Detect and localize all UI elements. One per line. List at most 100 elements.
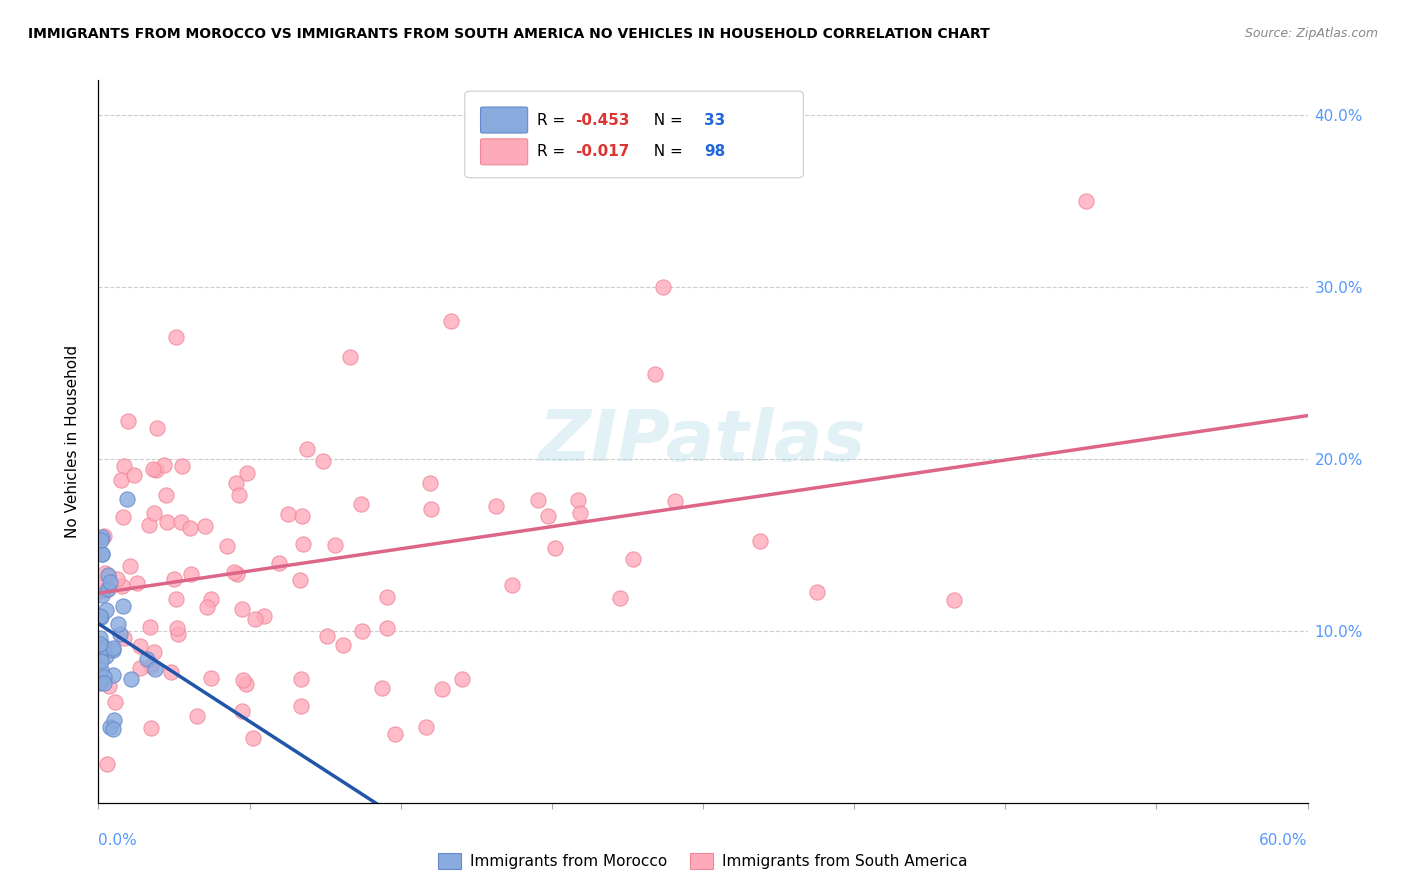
Point <box>110 473 132 487</box>
Point <box>89 637 111 651</box>
Text: IMMIGRANTS FROM MOROCCO VS IMMIGRANTS FROM SOUTH AMERICA NO VEHICLES IN HOUSEHOL: IMMIGRANTS FROM MOROCCO VS IMMIGRANTS FR… <box>28 27 990 41</box>
Text: 60.0%: 60.0% <box>1260 833 1308 848</box>
Point <box>194 519 217 533</box>
Text: 33: 33 <box>704 112 725 128</box>
Point <box>90 533 112 548</box>
Point <box>94 566 117 581</box>
Point <box>942 593 965 607</box>
Point <box>290 698 312 713</box>
Point <box>112 458 135 473</box>
Point <box>98 575 121 590</box>
Text: -0.453: -0.453 <box>575 112 630 128</box>
Point <box>146 421 169 435</box>
Point <box>332 639 354 653</box>
Point <box>139 620 162 634</box>
Point <box>166 627 188 641</box>
Point <box>350 624 373 638</box>
Point <box>107 617 129 632</box>
Point <box>419 476 441 491</box>
Point <box>651 279 673 293</box>
Point <box>103 723 125 737</box>
Point <box>163 572 186 586</box>
Text: R =: R = <box>537 145 571 160</box>
Point <box>291 537 314 551</box>
Point <box>451 672 474 686</box>
Text: -0.017: -0.017 <box>575 145 630 160</box>
Point <box>339 350 361 364</box>
Point <box>200 591 222 606</box>
Point <box>125 575 148 590</box>
Point <box>180 566 202 581</box>
Point <box>291 509 314 524</box>
Point <box>94 582 117 597</box>
Point <box>145 463 167 477</box>
Point <box>644 367 666 381</box>
Point <box>112 599 135 613</box>
Text: Source: ZipAtlas.com: Source: ZipAtlas.com <box>1244 27 1378 40</box>
Point <box>129 661 152 675</box>
Point <box>143 506 166 520</box>
Point <box>537 508 560 523</box>
Point <box>111 509 134 524</box>
Point <box>664 494 686 508</box>
Point <box>567 492 589 507</box>
Point <box>415 720 437 734</box>
Point <box>101 641 124 656</box>
Text: ZIPatlas: ZIPatlas <box>540 407 866 476</box>
Point <box>748 534 770 549</box>
Point <box>108 627 131 641</box>
Point <box>120 672 142 686</box>
Point <box>179 521 201 535</box>
Point <box>440 314 463 328</box>
Point <box>89 676 111 690</box>
Point <box>112 631 135 645</box>
Point <box>93 676 115 690</box>
Point <box>100 720 122 734</box>
Point <box>222 565 245 579</box>
Point <box>101 668 124 682</box>
Point <box>371 681 394 695</box>
Y-axis label: No Vehicles in Household: No Vehicles in Household <box>65 345 80 538</box>
Point <box>217 539 239 553</box>
Point <box>225 476 247 491</box>
Point <box>90 548 112 562</box>
Point <box>138 518 160 533</box>
Point <box>195 600 218 615</box>
Point <box>103 643 125 657</box>
Point <box>103 695 125 709</box>
Point <box>609 591 631 605</box>
Point <box>103 713 125 727</box>
Point <box>501 577 523 591</box>
Point <box>232 673 254 688</box>
Point <box>290 672 312 686</box>
Point <box>231 704 253 718</box>
Point <box>243 612 266 626</box>
Point <box>165 592 187 607</box>
Point <box>90 580 112 594</box>
Text: N =: N = <box>644 112 688 128</box>
Point <box>97 582 120 596</box>
Point <box>93 670 115 684</box>
Point <box>430 681 453 696</box>
Point <box>90 653 112 667</box>
Text: R =: R = <box>537 112 571 128</box>
Point <box>93 529 115 543</box>
Point <box>93 640 115 654</box>
Point <box>253 608 276 623</box>
Point <box>226 567 249 582</box>
Point <box>235 676 257 690</box>
Point <box>277 507 299 521</box>
Point <box>172 459 194 474</box>
Point <box>200 671 222 685</box>
Point <box>806 585 828 599</box>
Point <box>1074 194 1097 208</box>
Point <box>165 329 187 343</box>
Legend: Immigrants from Morocco, Immigrants from South America: Immigrants from Morocco, Immigrants from… <box>432 847 974 875</box>
Point <box>139 659 162 673</box>
Text: 0.0%: 0.0% <box>98 833 138 848</box>
Point <box>544 541 567 555</box>
Point <box>118 559 141 574</box>
Point <box>384 726 406 740</box>
Point <box>94 603 117 617</box>
Point <box>117 413 139 427</box>
